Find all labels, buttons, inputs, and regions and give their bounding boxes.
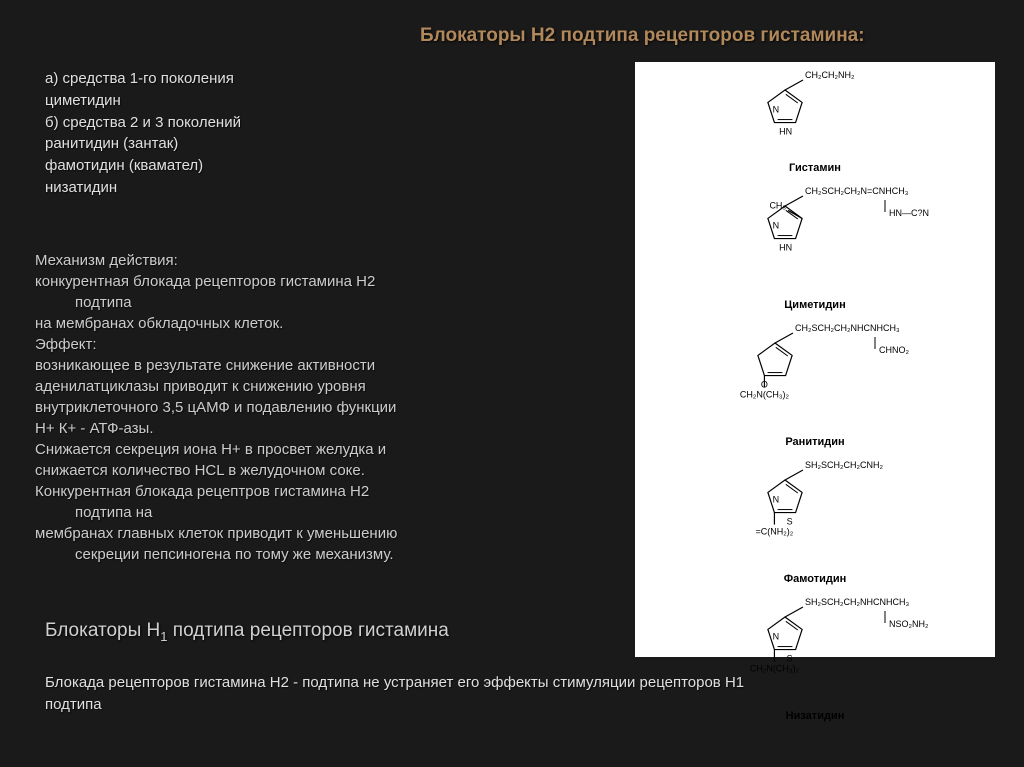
mech-line: на мембранах обкладочных клеток. [35,313,605,334]
molecule-diagram: HN N CH₂CH₂NH₂ [645,70,985,160]
svg-text:N: N [773,631,780,641]
list-line: б) средства 2 и 3 поколений [45,112,241,134]
mech-line: Конкурентная блокада рецептров гистамина… [35,481,605,502]
mech-line: снижается количество HCL в желудочном со… [35,460,605,481]
mechanism-text: Механизм действия: конкурентная блокада … [35,250,605,565]
molecule-Гистамин: HN N CH₂CH₂NH₂ Гистамин [639,70,991,174]
molecule-diagram: S N SH₂SCH₂CH₂NHCNHCH₃ CH₂N(CH₃)₂ NSO₂NH₂ [645,593,985,708]
mech-line: возникающее в результате снижение активн… [35,355,605,376]
mech-line: внутриклеточного 3,5 цАМФ и подавлению ф… [35,397,605,418]
h1-prefix: Блокаторы Н [45,620,160,641]
mech-line: подтипа на [35,502,605,523]
svg-text:CH₂SCH₂CH₂N=CNHCH₃: CH₂SCH₂CH₂N=CNHCH₃ [805,186,909,196]
svg-text:N: N [773,104,780,114]
molecule-diagram: HN N CH₂SCH₂CH₂N=CNHCH₃ CH₃ HN—C?N [645,182,985,297]
svg-text:CH₂CH₂NH₂: CH₂CH₂NH₂ [805,70,855,80]
mech-line: подтипа [35,292,605,313]
mech-line: мембранах главных клеток приводит к умен… [35,523,605,544]
list-line: фамотидин (квамател) [45,155,241,177]
h1-subtitle: Блокаторы Н1 подтипа рецепторов гистамин… [45,620,449,644]
page-title: Блокаторы Н2 подтипа рецепторов гистамин… [420,25,1004,47]
mech-line: Н+ К+ - АТФ-азы. [35,418,605,439]
mech-line: Снижается секреция иона Н+ в просвет жел… [35,439,605,460]
mech-line: Механизм действия: [35,250,605,271]
svg-text:SH₂SCH₂CH₂CNH₂: SH₂SCH₂CH₂CNH₂ [805,460,883,470]
svg-text:HN: HN [779,127,792,137]
svg-text:HN—C?N: HN—C?N [889,208,929,218]
svg-text:S: S [787,654,793,664]
molecule-label: Циметидин [639,299,991,311]
drug-generation-list: а) средства 1-го поколения циметидин б) … [45,68,241,199]
svg-text:SH₂SCH₂CH₂NHCNHCH₃: SH₂SCH₂CH₂NHCNHCH₃ [805,597,909,607]
molecule-Циметидин: HN N CH₂SCH₂CH₂N=CNHCH₃ CH₃ HN—C?N Циметидин [639,182,991,311]
svg-text:N: N [773,494,780,504]
mech-line: Эффект: [35,334,605,355]
list-line: циметидин [45,90,241,112]
list-line: низатидин [45,177,241,199]
molecule-label: Ранитидин [639,436,991,448]
molecule-label: Гистамин [639,162,991,174]
mech-line: конкурентная блокада рецепторов гистамин… [35,271,605,292]
molecule-label: Фамотидин [639,573,991,585]
h1-sub: 1 [160,629,167,644]
svg-text:NSO₂NH₂: NSO₂NH₂ [889,619,929,629]
chemical-structures-panel: HN N CH₂CH₂NH₂ Гистамин HN N CH₂SCH₂CH₂N=CNH… [635,62,995,657]
svg-text:CH₂N(CH₃)₂: CH₂N(CH₃)₂ [750,664,800,674]
svg-text:CH₃: CH₃ [769,200,786,210]
list-line: ранитидин (зантак) [45,133,241,155]
svg-text:S: S [787,517,793,527]
mech-line: аденилатциклазы приводит к снижению уров… [35,376,605,397]
molecule-Фамотидин: S N SH₂SCH₂CH₂CNH₂ =C(NH₂)₂ Фамотидин [639,456,991,585]
h1-suffix: подтипа рецепторов гистамина [168,620,449,641]
mech-line: секреции пепсиногена по тому же механизм… [35,544,605,565]
svg-text:CH₂SCH₂CH₂NHCNHCH₃: CH₂SCH₂CH₂NHCNHCH₃ [795,323,900,333]
molecule-label: Низатидин [639,710,991,722]
molecule-diagram: S N SH₂SCH₂CH₂CNH₂ =C(NH₂)₂ [645,456,985,571]
svg-text:CHNO₂: CHNO₂ [879,345,909,355]
molecule-Ранитидин: OCH₂SCH₂CH₂NHCNHCH₃CH₂N(CH₃)₂CHNO₂ Ранит… [639,319,991,448]
svg-text:=C(NH₂)₂: =C(NH₂)₂ [756,527,794,537]
molecule-Низатидин: S N SH₂SCH₂CH₂NHCNHCH₃ CH₂N(CH₃)₂ NSO₂NH₂ Ни… [639,593,991,722]
svg-text:N: N [773,220,780,230]
svg-text:HN: HN [779,243,792,253]
list-line: а) средства 1-го поколения [45,68,241,90]
svg-text:CH₂N(CH₃)₂: CH₂N(CH₃)₂ [740,390,790,400]
molecule-diagram: OCH₂SCH₂CH₂NHCNHCH₃CH₂N(CH₃)₂CHNO₂ [645,319,985,434]
